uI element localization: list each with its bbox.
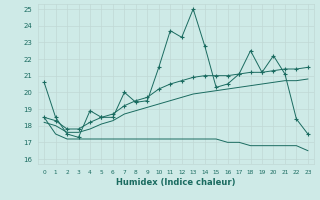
X-axis label: Humidex (Indice chaleur): Humidex (Indice chaleur) bbox=[116, 178, 236, 187]
